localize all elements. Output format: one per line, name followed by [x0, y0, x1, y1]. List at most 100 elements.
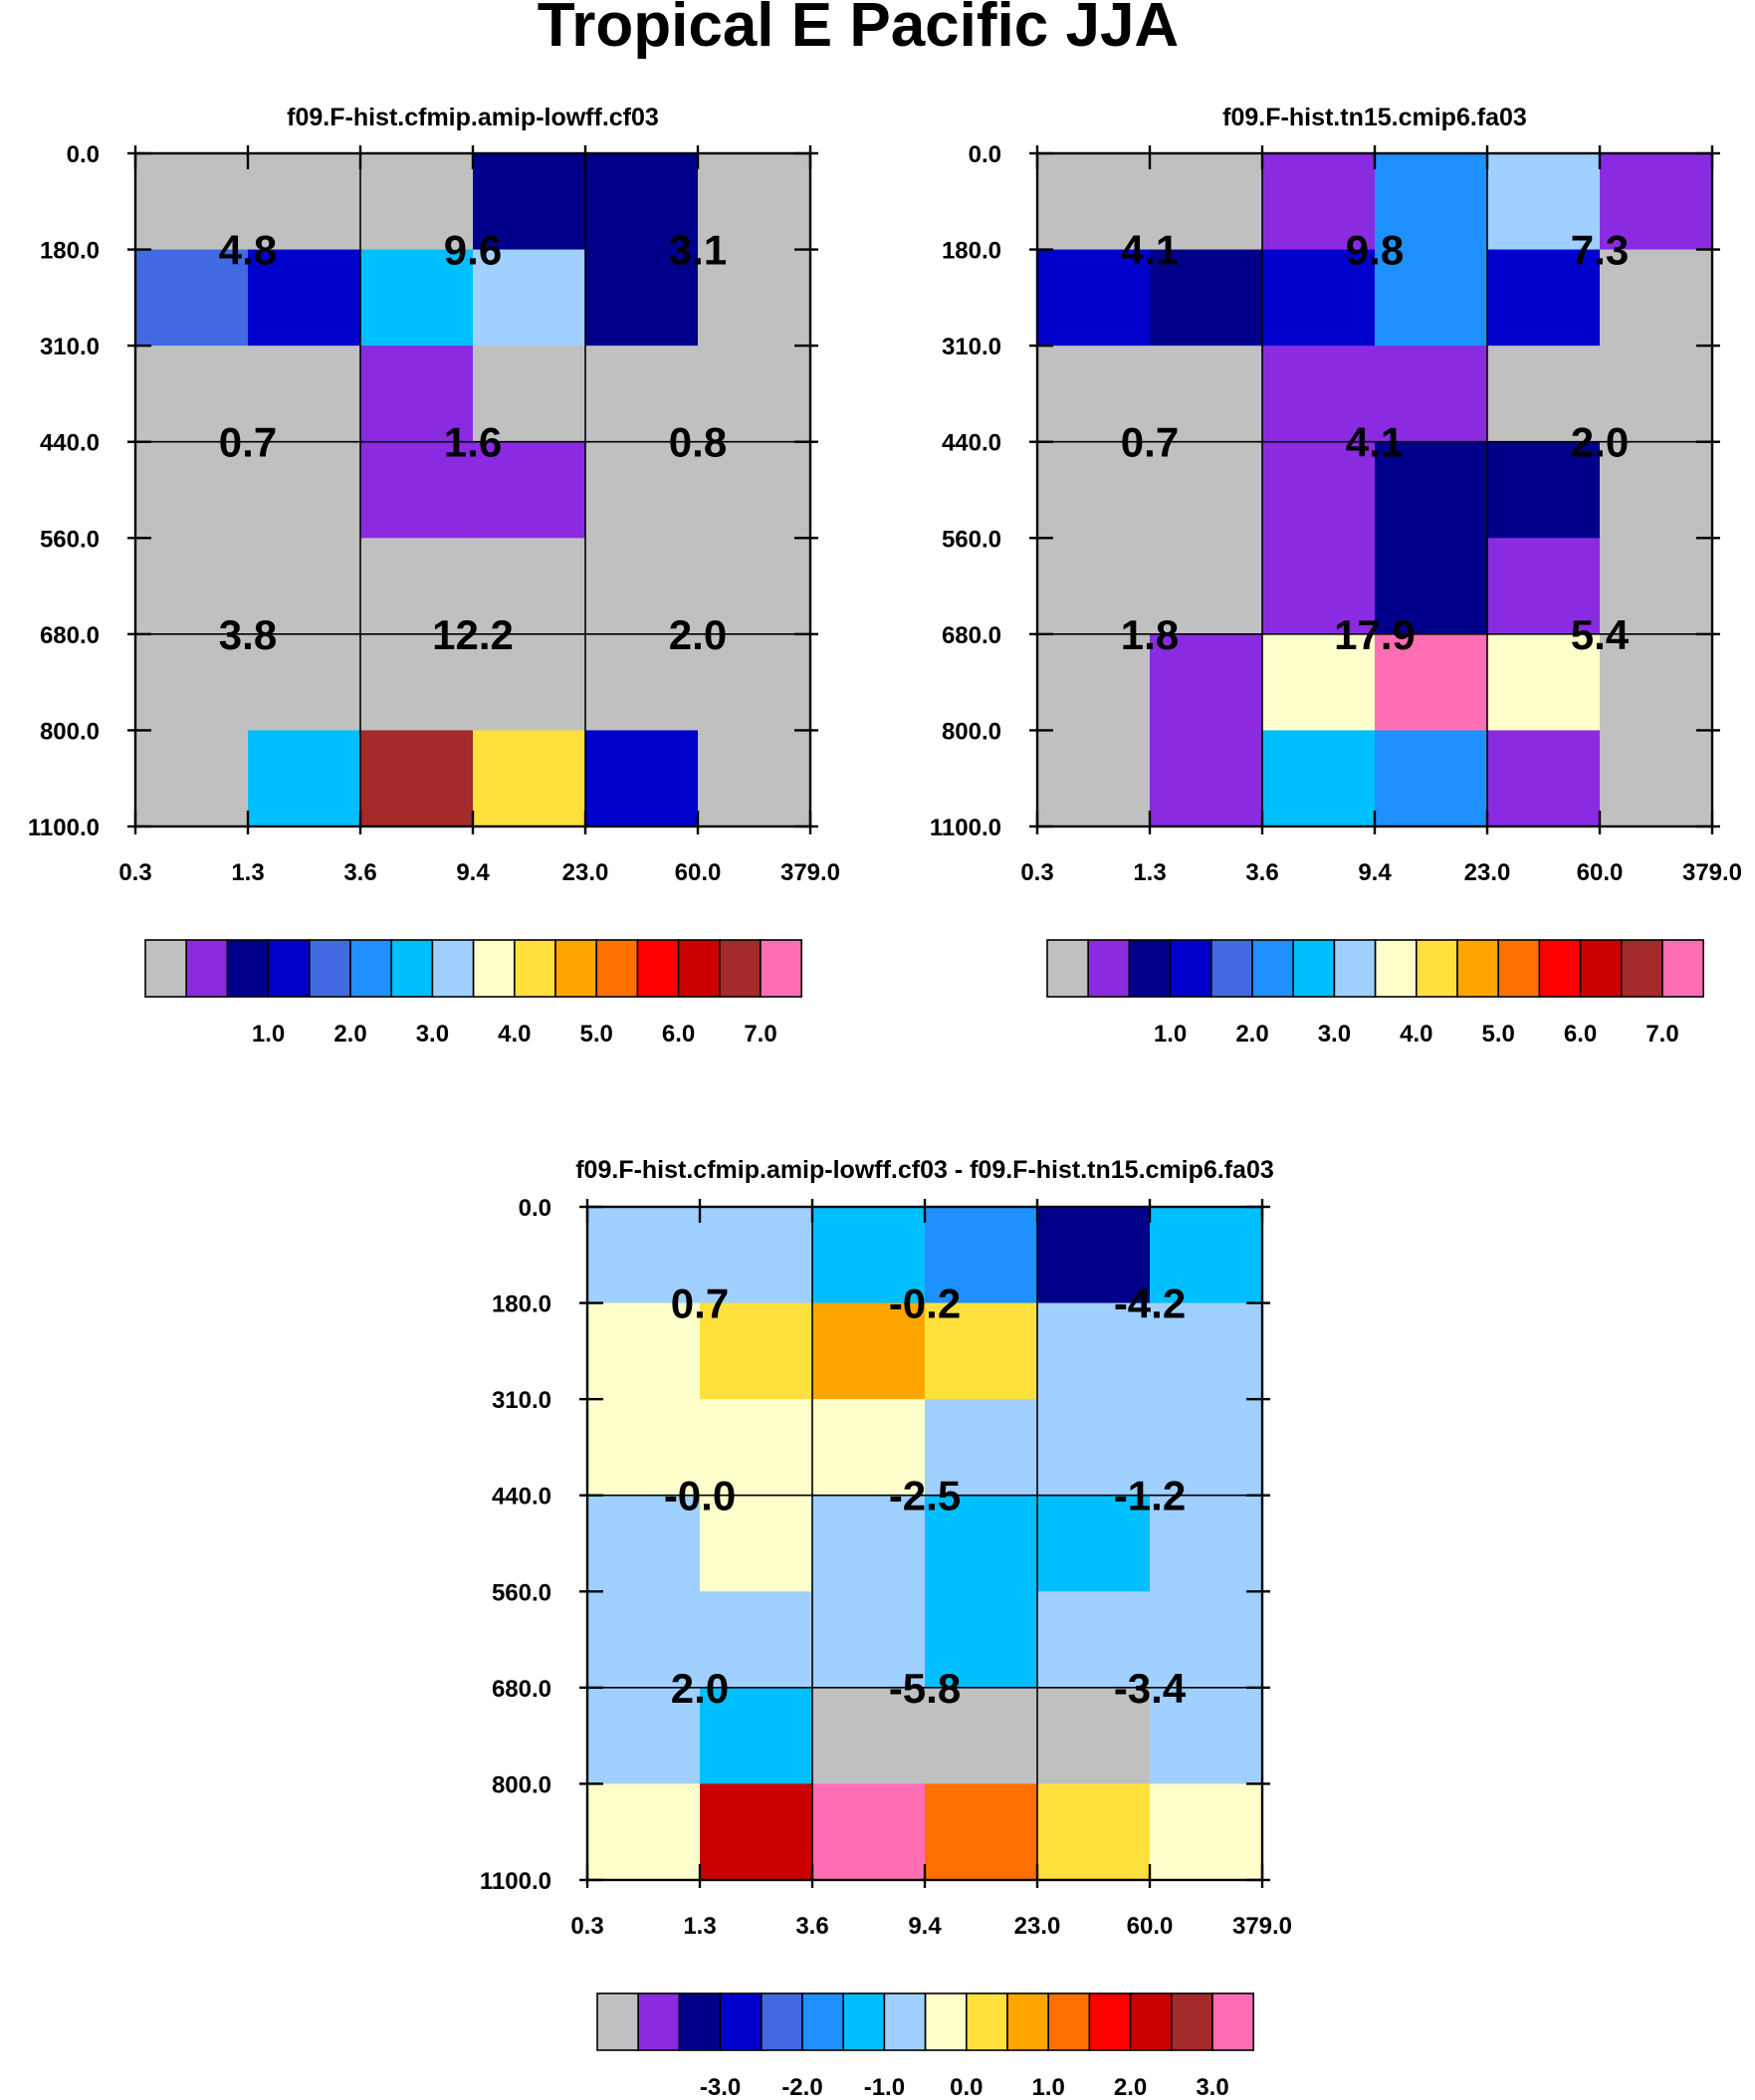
colorbar-tick-label: 3.0 — [1318, 1021, 1351, 1048]
colorbar-box — [637, 1992, 681, 2051]
x-tick-label: 1.3 — [683, 1913, 716, 1940]
x-tick-label: 379.0 — [1232, 1913, 1292, 1940]
colorbar-box — [1087, 939, 1131, 998]
heatmap-cell — [1150, 441, 1263, 539]
y-tick-label: 1100.0 — [28, 815, 100, 841]
panel-title: f09.F-hist.cfmip.amip-lowff.cf03 - f09.F… — [575, 1156, 1274, 1184]
colorbar-box — [760, 1992, 803, 2051]
x-tick-label: 3.6 — [343, 859, 376, 886]
colorbar-box — [1538, 939, 1582, 998]
heatmap-cell — [698, 249, 811, 347]
colorbar-box — [1579, 939, 1623, 998]
heatmap-cell — [698, 538, 811, 635]
heatmap-cell — [248, 441, 361, 539]
heatmap-cell — [1600, 346, 1713, 443]
heatmap-cell — [587, 1302, 701, 1400]
heatmap-cell — [135, 346, 249, 443]
heatmap-cell — [360, 153, 474, 251]
cell-value-label: 9.6 — [444, 227, 502, 274]
heatmap-cell — [135, 538, 249, 635]
y-tick-label: 310.0 — [492, 1387, 551, 1414]
colorbar-box — [554, 939, 598, 998]
heatmap-cell — [587, 1207, 701, 1304]
heatmap-cell — [135, 153, 249, 251]
heatmap-cell — [1600, 153, 1713, 251]
colorbar-box — [1497, 939, 1541, 998]
heatmap-cell — [1037, 730, 1151, 827]
y-tick-label: 310.0 — [40, 334, 100, 360]
colorbar-tick-label: -1.0 — [864, 2074, 905, 2100]
heatmap-cell — [585, 153, 699, 251]
colorbar-tick-label: 1.0 — [1032, 2074, 1065, 2100]
heatmap-cell — [1375, 730, 1488, 827]
heatmap-cell — [1262, 538, 1376, 635]
colorbar-box — [677, 939, 721, 998]
colorbar-box — [1661, 939, 1705, 998]
heatmap-cell — [1487, 730, 1601, 827]
colorbar-box — [1006, 1992, 1050, 2051]
heatmap-cell — [587, 1591, 701, 1689]
y-tick-label: 560.0 — [942, 526, 1001, 553]
cell-value-label: 7.3 — [1571, 227, 1629, 274]
cell-value-label: 4.1 — [1346, 419, 1404, 466]
x-tick-label: 9.4 — [908, 1913, 942, 1940]
heatmap-cell — [1487, 346, 1601, 443]
heatmap-cell — [1150, 730, 1263, 827]
cell-value-label: -1.2 — [1114, 1473, 1186, 1519]
heatmap-cell — [812, 1687, 926, 1785]
y-tick-label: 440.0 — [942, 430, 1001, 457]
panel-cmip6-fa03: f09.F-hist.tn15.cmip6.fa03 0.0 180.0 310.0… — [930, 104, 1742, 1048]
figure-title: Tropical E Pacific JJA — [538, 0, 1179, 60]
colorbar-box — [1047, 1992, 1091, 2051]
colorbar-box — [1292, 939, 1336, 998]
colorbar-box — [883, 1992, 927, 2051]
heatmap-cell — [1262, 346, 1376, 443]
heatmap-cell — [1150, 1207, 1263, 1304]
x-tick-label: 0.3 — [118, 859, 151, 886]
heatmap-cell — [1487, 249, 1601, 347]
x-tick-label: 60.0 — [1127, 1913, 1174, 1940]
heatmap-cell — [1150, 1302, 1263, 1400]
y-tick-label: 680.0 — [492, 1676, 551, 1703]
heatmap-cell — [700, 1783, 813, 1881]
heatmap-cell — [585, 441, 699, 539]
heatmap-cell — [1037, 1783, 1151, 1881]
heatmap-cell — [1037, 346, 1151, 443]
x-tick-label: 9.4 — [1358, 859, 1392, 886]
x-tick-label: 60.0 — [675, 859, 722, 886]
panel-amip-lowff: f09.F-hist.cfmip.amip-lowff.cf03 0.0 180.… — [28, 104, 840, 1048]
cell-value-label: -2.5 — [889, 1473, 961, 1519]
cell-value-label: 12.2 — [432, 611, 514, 658]
cell-value-label: 3.1 — [669, 227, 727, 274]
colorbar-box — [472, 939, 516, 998]
heatmap-cell — [1037, 153, 1151, 251]
x-tick-label: 9.4 — [456, 859, 490, 886]
heatmap-cell — [812, 1783, 926, 1881]
heatmap-cell — [473, 441, 586, 539]
cell-value-label: -3.4 — [1114, 1665, 1187, 1712]
heatmap-cell — [248, 633, 361, 732]
colorbar-tick-label: 6.0 — [662, 1021, 695, 1048]
heatmap-cell — [1375, 441, 1488, 539]
colorbar-box — [718, 939, 762, 998]
heatmap-cell — [1150, 538, 1263, 635]
y-tick-label: 560.0 — [40, 526, 100, 553]
heatmap-cell — [1487, 153, 1601, 251]
heatmap-cell — [1037, 1399, 1151, 1497]
colorbar-tick-label: 1.0 — [252, 1021, 285, 1048]
heatmap-cell — [698, 346, 811, 443]
colorbar-box — [185, 939, 229, 998]
heatmap-cell — [360, 633, 474, 732]
heatmap-cell — [1037, 1207, 1151, 1304]
cell-value-label: 4.1 — [1121, 227, 1179, 274]
heatmap-cell — [360, 441, 474, 539]
y-tick-label: 680.0 — [40, 622, 100, 649]
heatmap-cell — [473, 346, 586, 443]
heatmap-cell — [248, 249, 361, 347]
x-tick-label: 0.3 — [570, 1913, 603, 1940]
colorbar-box — [1046, 939, 1090, 998]
heatmap-cell — [698, 730, 811, 827]
colorbar-box — [1088, 1992, 1132, 2051]
y-tick-label: 180.0 — [492, 1291, 551, 1318]
colorbar-box — [801, 1992, 845, 2051]
